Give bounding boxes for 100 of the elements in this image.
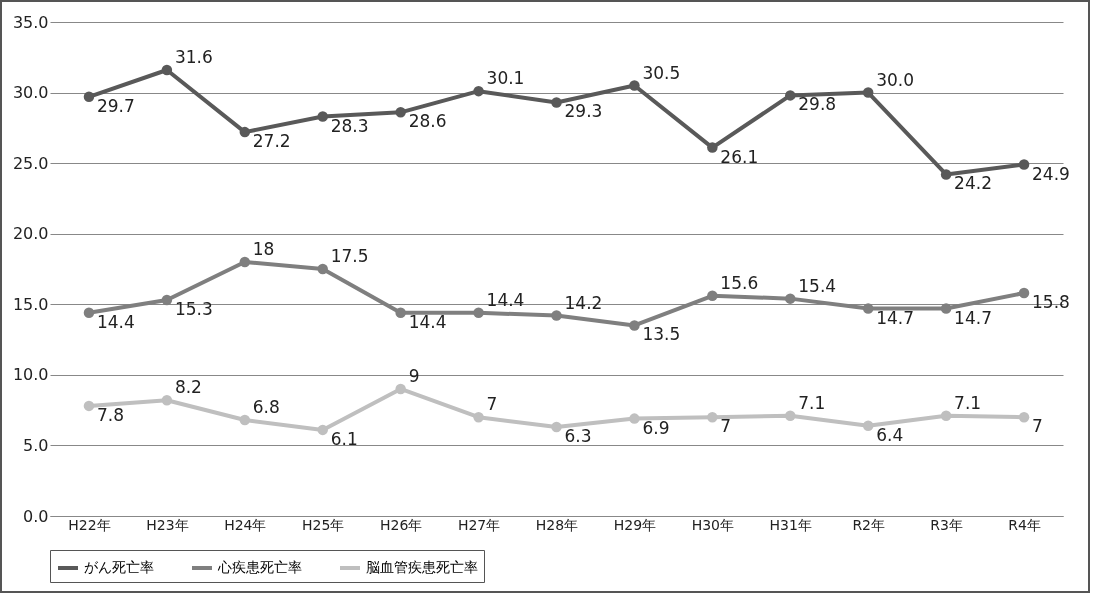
data-label: 15.8 bbox=[1032, 291, 1070, 312]
y-tick-label: 35.0 bbox=[12, 12, 49, 32]
data-label: 29.3 bbox=[564, 101, 603, 122]
x-tick-label: R3年 bbox=[930, 516, 963, 533]
point bbox=[239, 126, 251, 138]
y-tick-label: 25.0 bbox=[12, 153, 49, 173]
point bbox=[83, 91, 95, 103]
y-tick-label: 5.0 bbox=[23, 435, 49, 455]
point bbox=[707, 411, 718, 423]
point bbox=[785, 293, 796, 304]
data-label: 14.7 bbox=[954, 307, 992, 328]
point bbox=[629, 320, 640, 331]
point bbox=[862, 87, 874, 98]
x-tick-label: H28年 bbox=[535, 516, 579, 533]
data-label: 6.9 bbox=[642, 417, 670, 438]
data-label: 15.6 bbox=[720, 272, 759, 293]
data-label: 14.2 bbox=[564, 292, 603, 313]
point bbox=[551, 421, 562, 433]
x-tick-label: R4年 bbox=[1008, 516, 1041, 533]
point bbox=[1018, 411, 1030, 423]
data-label: 6.3 bbox=[564, 426, 592, 447]
point bbox=[473, 85, 484, 97]
data-label: 8.2 bbox=[174, 377, 202, 398]
point bbox=[551, 310, 562, 321]
point bbox=[785, 90, 796, 101]
point bbox=[395, 383, 406, 395]
x-tick-label: H30年 bbox=[691, 516, 735, 533]
data-label: 28.6 bbox=[408, 111, 447, 132]
point bbox=[239, 414, 251, 426]
point bbox=[1018, 159, 1030, 170]
point bbox=[862, 303, 874, 314]
point bbox=[629, 413, 640, 424]
point bbox=[239, 256, 251, 268]
point bbox=[940, 303, 952, 314]
point bbox=[395, 307, 406, 318]
x-tick-label: R2年 bbox=[852, 516, 886, 533]
data-label: 24.2 bbox=[954, 173, 992, 194]
y-tick-label: 20.0 bbox=[12, 224, 49, 244]
data-label: 26.1 bbox=[720, 146, 759, 167]
point bbox=[83, 307, 95, 318]
point bbox=[161, 294, 173, 306]
data-label: 18 bbox=[252, 238, 275, 259]
data-label: 7.1 bbox=[954, 392, 982, 413]
data-label: 6.8 bbox=[252, 397, 280, 418]
point bbox=[940, 169, 952, 180]
point bbox=[707, 142, 718, 153]
data-label: 29.8 bbox=[798, 94, 837, 115]
point bbox=[629, 80, 640, 91]
point bbox=[940, 410, 952, 422]
y-tick-label: 0.0 bbox=[23, 506, 49, 526]
point bbox=[317, 424, 328, 436]
point bbox=[395, 107, 406, 118]
legend-label: がん死亡率 bbox=[84, 559, 154, 575]
data-label: 15.4 bbox=[798, 275, 837, 296]
data-label: 9 bbox=[408, 365, 420, 386]
x-tick-label: H25年 bbox=[302, 516, 345, 533]
x-tick-label: H31年 bbox=[769, 516, 812, 533]
data-label: 14.4 bbox=[408, 311, 447, 332]
data-label: 7.1 bbox=[798, 392, 826, 413]
x-tick-label: H22年 bbox=[68, 516, 111, 533]
data-label: 27.2 bbox=[252, 131, 291, 152]
data-label: 14.4 bbox=[486, 289, 525, 310]
data-label: 6.1 bbox=[330, 428, 358, 449]
x-tick-label: H29年 bbox=[613, 516, 657, 533]
point bbox=[862, 420, 874, 431]
x-tick-label: H24年 bbox=[224, 516, 267, 533]
point bbox=[161, 64, 173, 76]
legend-label: 心疾患死亡率 bbox=[217, 559, 302, 575]
data-label: 30.0 bbox=[876, 69, 915, 90]
data-label: 7 bbox=[720, 416, 732, 437]
point bbox=[785, 410, 796, 422]
data-label: 7.8 bbox=[96, 404, 125, 425]
point bbox=[317, 111, 328, 122]
point bbox=[161, 395, 173, 406]
data-label: 14.4 bbox=[96, 311, 135, 332]
data-label: 31.6 bbox=[174, 46, 213, 67]
point bbox=[473, 307, 484, 318]
data-label: 30.1 bbox=[486, 68, 525, 89]
x-tick-label: H27年 bbox=[457, 516, 501, 533]
data-label: 7 bbox=[1032, 416, 1043, 437]
data-label: 29.7 bbox=[96, 95, 135, 116]
data-label: 30.5 bbox=[642, 62, 681, 83]
data-label: 24.9 bbox=[1032, 163, 1070, 184]
point bbox=[317, 263, 328, 275]
x-tick-label: H23年 bbox=[146, 516, 189, 533]
data-label: 7 bbox=[486, 394, 498, 415]
point bbox=[83, 400, 95, 412]
y-tick-label: 15.0 bbox=[12, 294, 49, 314]
point bbox=[551, 97, 562, 108]
data-label: 28.3 bbox=[330, 115, 369, 136]
x-tick-label: H26年 bbox=[379, 516, 423, 533]
point bbox=[473, 411, 484, 423]
legend-label: 脳血管疾患死亡率 bbox=[366, 559, 478, 575]
data-label: 13.5 bbox=[642, 324, 681, 345]
data-label: 17.5 bbox=[330, 246, 369, 266]
y-tick-label: 10.0 bbox=[12, 365, 49, 385]
point bbox=[1018, 287, 1030, 299]
data-label: 15.3 bbox=[174, 299, 213, 320]
data-label: 14.7 bbox=[876, 307, 915, 328]
data-label: 6.4 bbox=[876, 424, 904, 445]
